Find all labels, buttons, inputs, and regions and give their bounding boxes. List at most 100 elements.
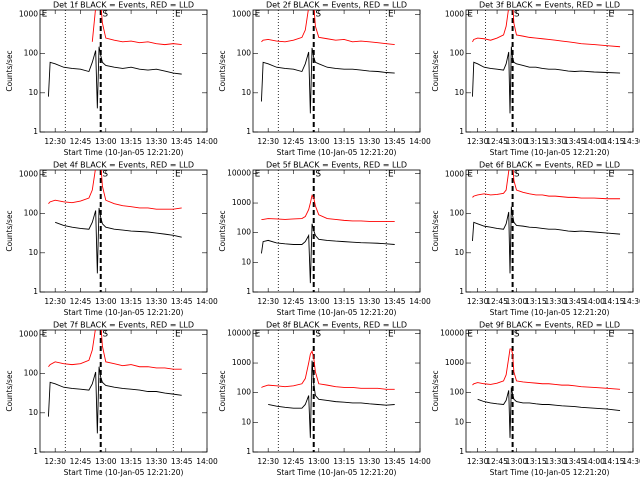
annotation: S xyxy=(315,10,321,20)
x-tick-label: 12:45 xyxy=(70,297,92,306)
x-tick-label: 12:30 xyxy=(467,457,489,466)
x-tick-label: 14:15 xyxy=(603,457,625,466)
annotation: E xyxy=(255,10,261,20)
x-tick-label: 12:45 xyxy=(486,137,508,146)
annotation: E xyxy=(467,330,473,340)
x-tick-label: 13:30 xyxy=(545,297,567,306)
annotation: E xyxy=(42,330,48,340)
y-axis-label: Counts/sec xyxy=(431,370,440,411)
plot-frame xyxy=(465,329,634,453)
annotation: E xyxy=(42,10,48,20)
y-tick-label: 100 xyxy=(24,49,39,58)
x-tick-label: 14:15 xyxy=(603,297,625,306)
plot-frame xyxy=(39,169,208,293)
series-line xyxy=(47,366,182,434)
y-tick-label: 10 xyxy=(454,417,464,426)
x-tick-label: 13:00 xyxy=(308,457,330,466)
x-tick-label: 13:30 xyxy=(359,297,381,306)
x-tick-label: 14:15 xyxy=(603,137,625,146)
x-tick-label: 13:30 xyxy=(545,457,567,466)
y-axis-label: Counts/sec xyxy=(5,50,14,91)
series-line xyxy=(472,10,621,48)
series-line xyxy=(472,348,621,390)
annotation: E xyxy=(467,170,473,180)
x-tick-label: 13:15 xyxy=(333,457,355,466)
panel: Det 5f BLACK = Events, RED = LLD Start Ti… xyxy=(218,161,431,318)
x-tick-label: 13:30 xyxy=(545,137,567,146)
y-tick-label: 10 xyxy=(454,88,464,97)
y-tick-label: 100 xyxy=(237,228,252,237)
x-tick-label: 12:45 xyxy=(283,457,305,466)
x-tick-label: 12:30 xyxy=(257,297,279,306)
x-tick-label: 14:30 xyxy=(622,457,640,466)
panel: Det 9f BLACK = Events, RED = LLD Start Ti… xyxy=(431,321,640,478)
x-tick-label: 13:15 xyxy=(525,457,547,466)
y-tick-label: 1 xyxy=(33,287,38,296)
panel-title: Det 8f BLACK = Events, RED = LLD xyxy=(266,321,407,330)
series-line xyxy=(48,330,182,370)
x-tick-label: 13:15 xyxy=(120,457,142,466)
plot-frame xyxy=(39,329,208,453)
annotation: E xyxy=(388,10,394,20)
x-tick-label: 14:00 xyxy=(409,457,431,466)
x-tick-label: 13:45 xyxy=(384,137,406,146)
panel-title: Det 9f BLACK = Events, RED = LLD xyxy=(479,321,620,330)
y-tick-label: 1 xyxy=(459,287,464,296)
plot-frame xyxy=(465,9,634,133)
x-tick-label: 13:30 xyxy=(146,137,168,146)
plot-frame xyxy=(465,169,634,293)
y-tick-label: 1000 xyxy=(232,9,251,18)
series-line xyxy=(261,10,395,46)
x-axis-label: Start Time (10-Jan-05 12:21:20) xyxy=(490,468,610,477)
y-axis-label: Counts/sec xyxy=(431,50,440,91)
x-tick-label: 12:45 xyxy=(283,137,305,146)
annotation: S xyxy=(315,330,321,340)
annotation: E xyxy=(608,170,614,180)
x-tick-label: 12:45 xyxy=(70,457,92,466)
series-line xyxy=(55,207,182,274)
x-tick-label: 12:30 xyxy=(44,457,66,466)
series-line xyxy=(268,360,395,438)
series-line xyxy=(472,170,621,200)
panel-title: Det 4f BLACK = Events, RED = LLD xyxy=(53,161,194,170)
annotation: E xyxy=(175,170,181,180)
annotation: E xyxy=(42,170,48,180)
plot-frame xyxy=(252,169,421,293)
annotation: S xyxy=(102,170,108,180)
y-tick-label: 1000 xyxy=(19,169,38,178)
x-tick-label: 14:00 xyxy=(583,297,605,306)
panel: Det 6f BLACK = Events, RED = LLD Start Ti… xyxy=(431,161,640,318)
x-tick-label: 14:00 xyxy=(409,137,431,146)
panel-title: Det 3f BLACK = Events, RED = LLD xyxy=(479,1,620,10)
plot-frame xyxy=(39,9,208,133)
y-tick-label: 100 xyxy=(450,49,465,58)
y-axis-label: Counts/sec xyxy=(5,370,14,411)
x-axis-label: Start Time (10-Jan-05 12:21:20) xyxy=(64,468,184,477)
annotation: E xyxy=(608,330,614,340)
x-tick-label: 12:30 xyxy=(467,137,489,146)
x-tick-label: 14:00 xyxy=(409,297,431,306)
annotation: E xyxy=(388,170,394,180)
annotation: E xyxy=(175,330,181,340)
series-line xyxy=(91,10,182,46)
x-tick-label: 13:00 xyxy=(95,137,117,146)
y-tick-label: 1 xyxy=(33,127,38,136)
panel-title: Det 1f BLACK = Events, RED = LLD xyxy=(53,1,194,10)
series-line xyxy=(260,47,395,114)
y-axis-label: Counts/sec xyxy=(218,370,227,411)
x-tick-label: 13:00 xyxy=(95,457,117,466)
y-tick-label: 1000 xyxy=(232,358,251,367)
series-line xyxy=(472,46,621,114)
series-line xyxy=(260,223,395,284)
series-line xyxy=(261,194,395,222)
x-axis-label: Start Time (10-Jan-05 12:21:20) xyxy=(490,308,610,317)
x-tick-label: 14:30 xyxy=(622,297,640,306)
x-tick-label: 13:15 xyxy=(525,297,547,306)
y-tick-label: 1000 xyxy=(232,198,251,207)
series-line xyxy=(477,387,621,438)
plot-frame xyxy=(252,9,421,133)
annotation: E xyxy=(608,10,614,20)
x-tick-label: 12:30 xyxy=(257,137,279,146)
